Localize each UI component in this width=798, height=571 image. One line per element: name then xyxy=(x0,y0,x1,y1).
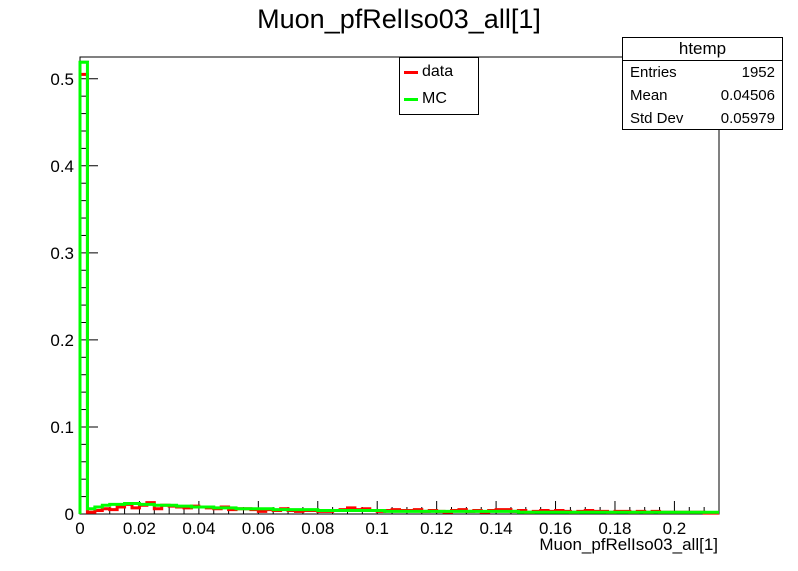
x-tick-label: 0.12 xyxy=(420,519,453,538)
stats-row-entries: Entries 1952 xyxy=(630,62,775,84)
stats-label: Std Dev xyxy=(630,110,684,127)
legend-swatch-data xyxy=(404,71,418,74)
stats-label: Mean xyxy=(630,87,668,104)
series-data-line xyxy=(78,72,719,515)
stats-title: htemp xyxy=(623,38,782,61)
series-layer xyxy=(78,60,719,515)
y-axis: 0 0.1 0.2 0.3 0.4 0.5 xyxy=(50,60,98,524)
y-tick-label: 0.2 xyxy=(50,331,74,350)
x-tick-label: 0 xyxy=(75,519,84,538)
y-tick-label: 0.3 xyxy=(50,244,74,263)
x-tick-label: 0.06 xyxy=(242,519,275,538)
x-tick-label: 0.1 xyxy=(365,519,389,538)
x-axis: 0 0.02 0.04 0.06 0.08 0.1 0.12 0.14 0.16 0.18 0.2 xyxy=(75,501,705,538)
legend-swatch-mc xyxy=(404,98,418,101)
legend-label-data: data xyxy=(422,63,454,80)
stats-row-mean: Mean 0.04506 xyxy=(630,85,775,107)
stats-value: 0.05979 xyxy=(720,110,775,127)
stats-value: 0.04506 xyxy=(720,87,775,104)
x-tick-label: 0.14 xyxy=(480,519,513,538)
x-tick-label: 0.18 xyxy=(598,519,631,538)
y-tick-label: 0 xyxy=(65,505,74,524)
x-tick-label: 0.2 xyxy=(663,519,687,538)
y-tick-label: 0.1 xyxy=(50,418,74,437)
chart-title: Muon_pfRelIso03_all[1] xyxy=(257,4,541,34)
stats-row-stddev: Std Dev 0.05979 xyxy=(630,108,775,130)
stats-label: Entries xyxy=(630,64,677,81)
y-tick-label: 0.4 xyxy=(50,157,74,176)
x-tick-label: 0.04 xyxy=(182,519,215,538)
y-tick-label: 0.5 xyxy=(50,70,74,89)
x-tick-label: 0.02 xyxy=(123,519,156,538)
stats-value: 1952 xyxy=(741,64,775,81)
legend: data MC xyxy=(399,57,479,115)
stats-box: htemp Entries 1952 Mean 0.04506 Std Dev … xyxy=(622,37,783,130)
series-mc-line xyxy=(78,60,719,514)
x-axis-label: Muon_pfRelIso03_all[1] xyxy=(539,535,718,554)
x-tick-label: 0.16 xyxy=(539,519,572,538)
legend-label-mc: MC xyxy=(422,90,447,107)
x-tick-label: 0.08 xyxy=(301,519,334,538)
